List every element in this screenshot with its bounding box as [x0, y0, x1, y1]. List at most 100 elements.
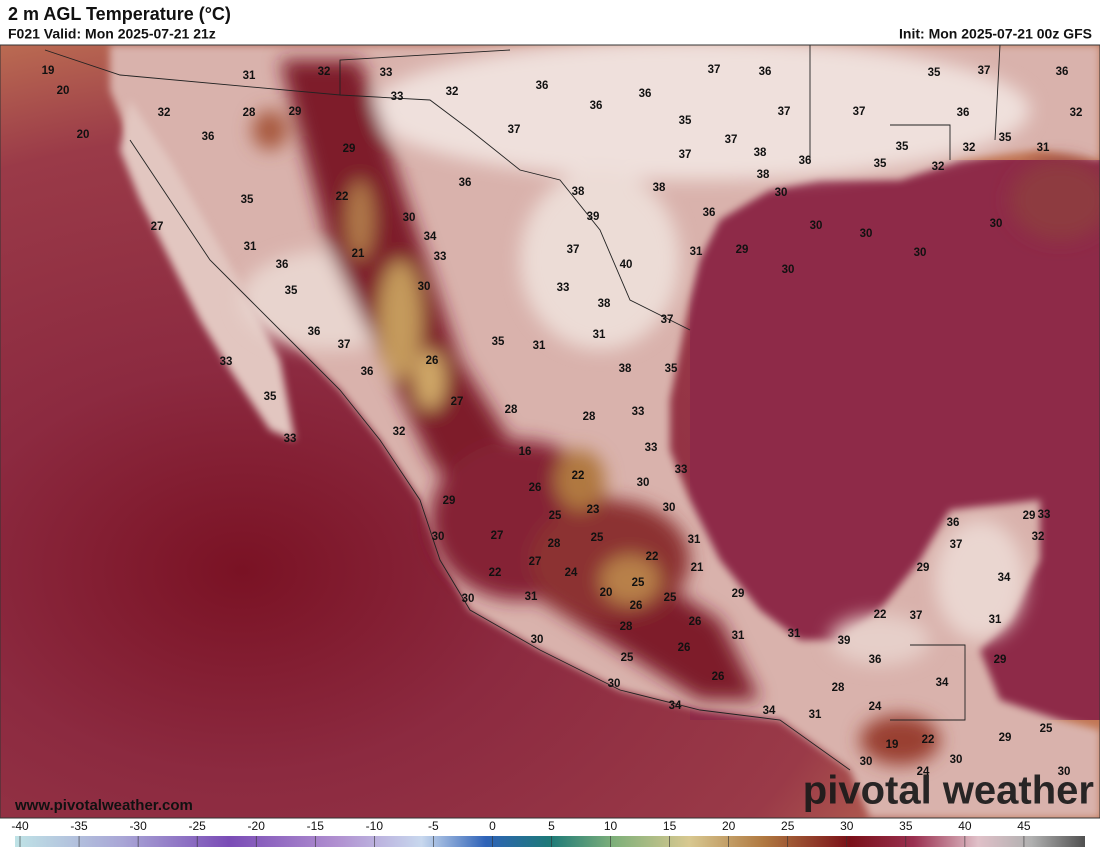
temperature-label: 40	[620, 259, 633, 271]
temperature-label: 29	[994, 654, 1007, 666]
temperature-label: 21	[691, 562, 704, 574]
temperature-label: 25	[621, 652, 634, 664]
temperature-label: 31	[244, 241, 257, 253]
temperature-label: 36	[703, 207, 716, 219]
temperature-label: 32	[932, 161, 945, 173]
temperature-label: 32	[158, 107, 171, 119]
temperature-label: 39	[587, 211, 600, 223]
temperature-label: 33	[557, 282, 570, 294]
temperature-label: 27	[151, 221, 164, 233]
temperature-label: 20	[77, 129, 90, 141]
temperature-label: 29	[289, 106, 302, 118]
temperature-label: 27	[451, 396, 464, 408]
temperature-label: 29	[917, 562, 930, 574]
colorbar-tick-label: 35	[899, 819, 913, 833]
temperature-label: 22	[646, 551, 659, 563]
temperature-label: 32	[963, 142, 976, 154]
colorbar-tick-label: -15	[307, 819, 325, 833]
watermark: www.pivotalweather.com	[14, 797, 193, 814]
temperature-label: 35	[241, 194, 254, 206]
temperature-label: 36	[459, 177, 472, 189]
temperature-label: 30	[860, 228, 873, 240]
map	[0, 45, 1100, 818]
temperature-label: 36	[276, 259, 289, 271]
temperature-label: 33	[1038, 509, 1051, 521]
temperature-label: 24	[869, 701, 882, 713]
temperature-label: 25	[664, 592, 677, 604]
temperature-label: 32	[318, 66, 331, 78]
temperature-label: 30	[860, 756, 873, 768]
temperature-label: 33	[645, 442, 658, 454]
temperature-label: 37	[778, 106, 791, 118]
temperature-label: 36	[947, 517, 960, 529]
temperature-label: 33	[220, 356, 233, 368]
temperature-label: 35	[679, 115, 692, 127]
temperature-label: 36	[639, 88, 652, 100]
colorbar	[15, 836, 1085, 847]
temperature-label: 22	[874, 609, 887, 621]
temperature-label: 37	[567, 244, 580, 256]
temperature-label: 26	[712, 671, 725, 683]
temperature-label: 30	[462, 593, 475, 605]
temperature-label: 36	[957, 107, 970, 119]
temperature-label: 26	[689, 616, 702, 628]
temperature-label: 38	[754, 147, 767, 159]
temperature-label: 36	[361, 366, 374, 378]
colorbar-tick-label: -5	[428, 819, 439, 833]
temperature-label: 25	[591, 532, 604, 544]
temperature-label: 35	[492, 336, 505, 348]
temperature-label: 26	[529, 482, 542, 494]
temperature-label: 37	[725, 134, 738, 146]
temperature-label: 37	[853, 106, 866, 118]
temperature-label: 22	[922, 734, 935, 746]
temperature-label: 35	[665, 363, 678, 375]
temperature-label: 30	[418, 281, 431, 293]
temperature-label: 25	[549, 510, 562, 522]
temperature-label: 31	[1037, 142, 1050, 154]
temperature-label: 20	[600, 587, 613, 599]
temperature-label: 36	[308, 326, 321, 338]
temperature-label: 16	[519, 446, 532, 458]
temperature-label: 31	[243, 70, 256, 82]
colorbar-tick-label: 10	[604, 819, 618, 833]
logo: pivotal weather	[803, 769, 1094, 813]
colorbar-tick-label: 25	[781, 819, 795, 833]
temperature-label: 32	[1032, 531, 1045, 543]
temperature-label: 19	[42, 65, 55, 77]
temperature-label: 23	[587, 504, 600, 516]
temperature-label: 31	[989, 614, 1002, 626]
temperature-label: 28	[548, 538, 561, 550]
temperature-label: 28	[583, 411, 596, 423]
temperature-label: 38	[653, 182, 666, 194]
temperature-label: 36	[799, 155, 812, 167]
colorbar-tick-label: 15	[663, 819, 677, 833]
temperature-label: 33	[434, 251, 447, 263]
temperature-label: 22	[336, 191, 349, 203]
temperature-label: 28	[620, 621, 633, 633]
temperature-label: 29	[999, 732, 1012, 744]
temperature-label: 31	[525, 591, 538, 603]
temperature-label: 33	[391, 91, 404, 103]
temperature-label: 31	[533, 340, 546, 352]
colorbar-tick-label: 40	[958, 819, 972, 833]
temperature-label: 37	[978, 65, 991, 77]
temperature-label: 31	[593, 329, 606, 341]
temperature-labels: 19 20 20 31 32 33 37 36 35 37 36 33 32 36 36 36 35 37 37 36…	[42, 64, 1083, 778]
temperature-label: 35	[896, 141, 909, 153]
temperature-label: 30	[990, 218, 1003, 230]
temperature-label: 30	[432, 531, 445, 543]
temperature-label: 29	[1023, 510, 1036, 522]
temperature-label: 38	[572, 186, 585, 198]
colorbar-tick-label: 30	[840, 819, 854, 833]
temperature-label: 33	[632, 406, 645, 418]
temperature-label: 31	[788, 628, 801, 640]
colorbar-tick-label: 20	[722, 819, 736, 833]
temperature-label: 31	[690, 246, 703, 258]
temperature-label: 28	[832, 682, 845, 694]
temperature-label: 29	[443, 495, 456, 507]
temperature-label: 36	[869, 654, 882, 666]
temperature-label: 38	[619, 363, 632, 375]
temperature-label: 22	[572, 470, 585, 482]
map-frame	[0, 44, 1100, 819]
